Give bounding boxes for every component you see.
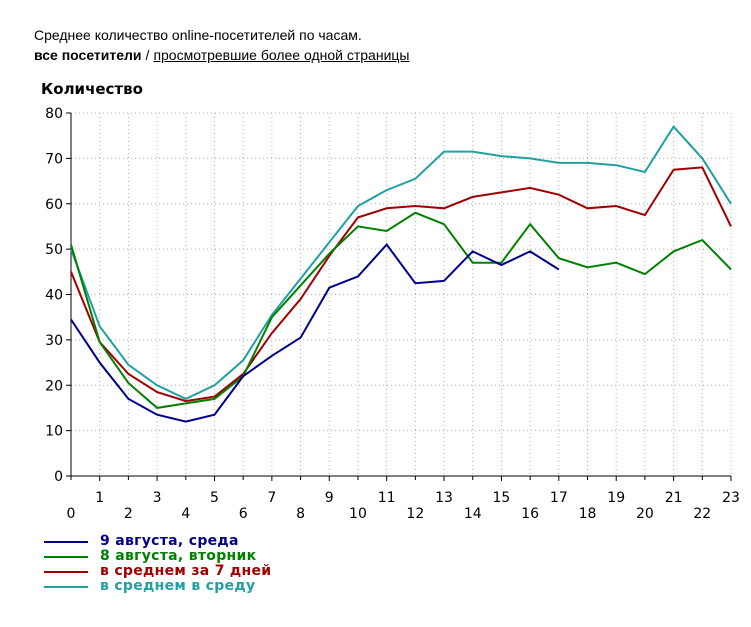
x-tick-label: 5 bbox=[210, 490, 219, 506]
x-tick-label: 16 bbox=[521, 506, 539, 522]
x-tick-label: 2 bbox=[124, 506, 133, 522]
x-tick-label: 14 bbox=[464, 506, 482, 522]
filter-all-visitors: все посетители bbox=[34, 47, 142, 63]
filter-separator: / bbox=[145, 47, 150, 63]
x-tick-label: 23 bbox=[722, 490, 740, 506]
x-tick-label: 4 bbox=[181, 506, 190, 522]
chart-legend: 9 августа, среда 8 августа, вторник в сред… bbox=[44, 534, 271, 594]
y-tick-label: 50 bbox=[45, 242, 63, 258]
x-tick-label: 19 bbox=[607, 490, 625, 506]
x-tick-label: 1 bbox=[95, 490, 104, 506]
legend-swatch bbox=[44, 570, 88, 573]
x-tick-label: 17 bbox=[550, 490, 568, 506]
y-tick-label: 80 bbox=[45, 106, 63, 122]
y-tick-label: 20 bbox=[45, 378, 63, 394]
x-tick-label: 6 bbox=[239, 506, 248, 522]
x-tick-label: 21 bbox=[665, 490, 683, 506]
legend-item: 8 августа, вторник bbox=[44, 549, 271, 564]
legend-item: в среднем в среду bbox=[44, 579, 271, 594]
x-tick-label: 20 bbox=[636, 506, 654, 522]
visitor-filter: все посетители / просмотревшие более одной… bbox=[34, 45, 409, 65]
y-tick-label: 0 bbox=[54, 469, 63, 485]
x-tick-label: 18 bbox=[579, 506, 597, 522]
series-line bbox=[70, 243, 560, 423]
y-tick-label: 30 bbox=[45, 333, 63, 349]
page-header: Среднее количество online-посетителей по… bbox=[34, 25, 409, 65]
x-tick-label: 9 bbox=[325, 490, 334, 506]
plot-area bbox=[71, 113, 731, 476]
x-tick-label: 15 bbox=[493, 490, 511, 506]
y-tick-label: 70 bbox=[45, 151, 63, 167]
x-tick-label: 22 bbox=[693, 506, 711, 522]
x-tick-label: 13 bbox=[435, 490, 453, 506]
y-tick-label: 10 bbox=[45, 424, 63, 440]
legend-item: 9 августа, среда bbox=[44, 534, 271, 549]
series-line bbox=[70, 124, 732, 401]
series-lines bbox=[70, 124, 732, 423]
legend-label: в среднем в среду bbox=[100, 578, 256, 594]
legend-label: 9 августа, среда bbox=[100, 533, 239, 549]
x-tick-label: 3 bbox=[153, 490, 162, 506]
x-tick-label: 11 bbox=[378, 490, 396, 506]
series-line bbox=[70, 166, 732, 403]
x-tick-label: 10 bbox=[349, 506, 367, 522]
legend-swatch bbox=[44, 585, 88, 588]
y-tick-label: 60 bbox=[45, 197, 63, 213]
legend-swatch bbox=[44, 540, 88, 543]
filter-multi-page-visitors-link[interactable]: просмотревшие более одной страницы bbox=[153, 47, 410, 63]
x-tick-label: 8 bbox=[296, 506, 305, 522]
legend-label: в среднем за 7 дней bbox=[100, 563, 272, 579]
series-line bbox=[70, 211, 732, 409]
legend-item: в среднем за 7 дней bbox=[44, 564, 271, 579]
legend-label: 8 августа, вторник bbox=[100, 548, 257, 564]
y-axis-ticks: 0 10 20 30 40 50 60 70 80 bbox=[45, 106, 71, 485]
x-tick-label: 0 bbox=[67, 506, 76, 522]
page-title: Среднее количество online-посетителей по… bbox=[34, 27, 362, 43]
y-axis-title: Количество bbox=[41, 80, 143, 98]
x-tick-label: 12 bbox=[406, 506, 424, 522]
legend-swatch bbox=[44, 555, 88, 558]
y-tick-label: 40 bbox=[45, 288, 63, 304]
x-tick-label: 7 bbox=[267, 490, 276, 506]
grid bbox=[71, 112, 732, 476]
